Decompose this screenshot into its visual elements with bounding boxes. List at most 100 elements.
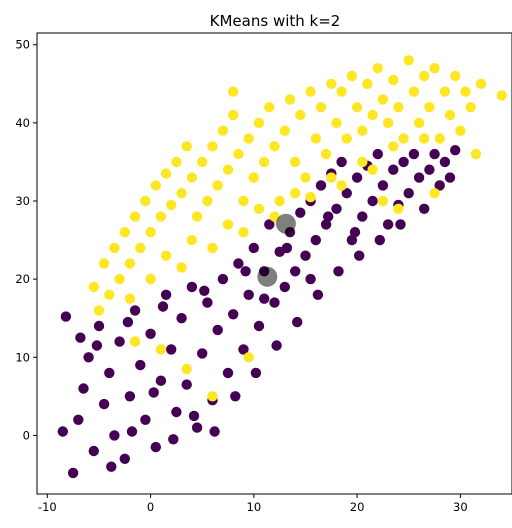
point-cluster-1 <box>290 156 301 168</box>
point-cluster-0 <box>331 203 342 214</box>
point-cluster-0 <box>408 148 420 160</box>
point-cluster-1 <box>269 141 280 152</box>
y-tick-label: 30 <box>15 194 30 208</box>
point-cluster-0 <box>140 414 151 425</box>
point-cluster-1 <box>186 234 198 246</box>
point-cluster-1 <box>93 305 105 316</box>
point-cluster-0 <box>233 258 244 269</box>
point-cluster-0 <box>305 273 316 285</box>
point-cluster-0 <box>382 219 394 230</box>
point-cluster-1 <box>295 109 306 121</box>
point-cluster-1 <box>367 164 378 175</box>
point-cluster-1 <box>388 141 399 152</box>
point-cluster-1 <box>202 195 213 207</box>
point-cluster-1 <box>166 199 177 211</box>
point-cluster-1 <box>222 219 234 230</box>
point-cluster-0 <box>357 211 368 222</box>
points-layer <box>57 55 507 479</box>
point-cluster-1 <box>212 180 223 191</box>
point-cluster-1 <box>176 262 187 273</box>
point-cluster-0 <box>91 340 103 351</box>
point-cluster-1 <box>362 78 373 90</box>
point-cluster-1 <box>398 133 409 144</box>
point-cluster-1 <box>104 289 115 300</box>
point-cluster-1 <box>424 102 435 113</box>
x-tick-label: 20 <box>350 500 365 514</box>
point-cluster-1 <box>150 180 161 191</box>
point-cluster-1 <box>284 94 296 105</box>
point-cluster-0 <box>150 441 161 453</box>
point-cluster-1 <box>181 141 192 152</box>
point-cluster-1 <box>367 109 378 121</box>
point-cluster-0 <box>341 188 352 199</box>
point-cluster-1 <box>320 148 332 160</box>
point-cluster-0 <box>114 336 125 347</box>
point-cluster-1 <box>315 102 327 113</box>
point-cluster-1 <box>124 258 136 269</box>
point-cluster-0 <box>209 426 220 437</box>
point-cluster-1 <box>124 293 136 304</box>
point-cluster-0 <box>78 383 89 394</box>
point-cluster-1 <box>145 227 156 238</box>
point-cluster-1 <box>135 242 146 254</box>
point-cluster-1 <box>419 70 430 82</box>
point-cluster-1 <box>155 344 167 355</box>
point-cluster-0 <box>212 324 223 336</box>
point-cluster-1 <box>372 62 383 74</box>
point-cluster-1 <box>186 172 198 183</box>
point-cluster-0 <box>259 293 270 304</box>
point-cluster-1 <box>388 74 399 86</box>
point-cluster-0 <box>295 207 306 218</box>
point-cluster-0 <box>88 445 100 457</box>
point-cluster-1 <box>243 352 254 363</box>
point-cluster-0 <box>281 242 293 254</box>
point-cluster-0 <box>419 203 430 214</box>
centroid-layer <box>257 213 296 287</box>
point-cluster-1 <box>475 78 487 90</box>
point-cluster-1 <box>357 125 368 136</box>
point-cluster-0 <box>222 367 234 379</box>
point-cluster-0 <box>176 313 187 324</box>
point-cluster-1 <box>259 156 270 168</box>
x-axis: -10 0 10 20 30 <box>38 494 468 514</box>
point-cluster-1 <box>140 195 151 207</box>
point-cluster-0 <box>93 320 105 332</box>
point-cluster-0 <box>403 188 414 199</box>
point-cluster-1 <box>155 211 167 222</box>
point-cluster-1 <box>382 117 394 129</box>
point-cluster-1 <box>496 90 507 101</box>
point-cluster-0 <box>181 379 192 390</box>
point-cluster-1 <box>305 86 316 97</box>
x-tick-label: -10 <box>38 500 57 514</box>
point-cluster-0 <box>171 406 182 418</box>
point-cluster-0 <box>202 297 213 308</box>
point-cluster-0 <box>248 242 259 254</box>
point-cluster-0 <box>444 172 456 183</box>
point-cluster-1 <box>279 125 290 136</box>
point-cluster-1 <box>160 168 172 179</box>
point-cluster-1 <box>109 242 120 254</box>
point-cluster-0 <box>83 352 94 363</box>
point-cluster-0 <box>98 398 110 410</box>
point-cluster-0 <box>238 344 249 355</box>
point-cluster-1 <box>160 250 172 261</box>
point-cluster-1 <box>341 133 352 144</box>
point-cluster-0 <box>395 219 406 230</box>
point-cluster-0 <box>186 281 198 293</box>
point-cluster-0 <box>434 180 445 191</box>
x-tick-label: 30 <box>453 500 468 514</box>
point-cluster-1 <box>207 141 218 152</box>
point-cluster-0 <box>240 266 251 277</box>
point-cluster-1 <box>253 117 265 129</box>
point-cluster-0 <box>351 172 363 183</box>
point-cluster-1 <box>377 94 389 105</box>
point-cluster-1 <box>326 172 337 183</box>
point-cluster-0 <box>450 145 461 156</box>
point-cluster-0 <box>279 281 290 293</box>
point-cluster-0 <box>271 340 282 351</box>
point-cluster-0 <box>354 250 365 261</box>
point-cluster-0 <box>346 234 358 246</box>
point-cluster-1 <box>455 125 466 136</box>
point-cluster-1 <box>444 109 456 121</box>
point-cluster-1 <box>264 102 275 113</box>
